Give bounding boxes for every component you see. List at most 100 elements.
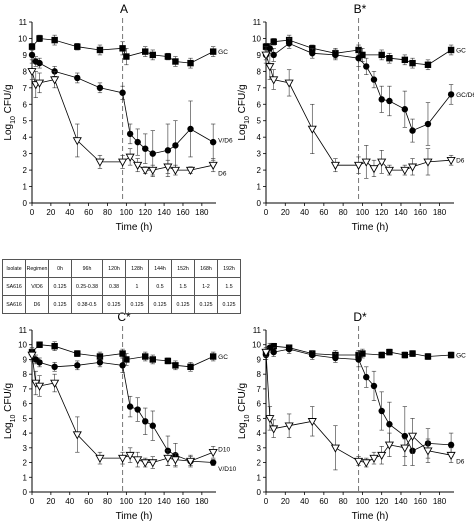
point-circle: [142, 145, 149, 152]
point-circle: [126, 130, 134, 138]
table-cell: 0.38: [102, 277, 126, 296]
point-square: [51, 343, 58, 350]
point-circle: [270, 348, 277, 356]
point-triangle: [353, 161, 364, 171]
y-tick-label: 4: [23, 429, 28, 438]
point-square: [164, 53, 172, 60]
point-circle: [209, 138, 217, 146]
y-axis-label: Log10 CFU/g: [237, 84, 251, 140]
y-tick-label: 6: [23, 400, 28, 409]
table-header-cell: 0h: [48, 259, 72, 278]
point-triangle: [353, 457, 364, 466]
y-tick-label: 8: [23, 370, 28, 379]
mic-table: Isolate Regimen 0h 96h 120h 128h 144h 15…: [2, 259, 241, 314]
y-tick-label: 10: [252, 341, 261, 350]
table-header-cell: 128h: [125, 259, 149, 278]
y-tick-label: 5: [257, 117, 262, 126]
point-triangle: [50, 379, 60, 388]
point-triangle: [95, 454, 105, 464]
y-tick-label: 6: [257, 400, 262, 409]
point-circle: [36, 359, 43, 366]
point-square: [447, 351, 455, 359]
point-triangle: [50, 76, 60, 85]
point-triangle: [118, 454, 128, 464]
y-tick-label: 9: [257, 355, 262, 364]
table-cell: 0.125: [148, 295, 172, 314]
point-circle: [119, 362, 126, 369]
panel-title: D*: [353, 310, 367, 324]
point-triangle: [133, 456, 143, 465]
y-tick-label: 4: [257, 133, 262, 142]
point-triangle: [369, 165, 379, 174]
y-tick-label: 8: [257, 370, 262, 379]
point-square: [36, 341, 43, 348]
table-cell: 0.125: [217, 295, 241, 314]
point-circle: [386, 97, 393, 105]
series-label: GC: [218, 49, 228, 56]
point-circle: [126, 403, 134, 410]
point-circle: [172, 142, 179, 149]
x-axis-label: Time (h): [352, 511, 389, 522]
series-label: GC: [456, 353, 466, 360]
point-triangle: [170, 456, 180, 465]
x-tick-label: 60: [319, 208, 328, 217]
x-tick-label: 160: [414, 497, 428, 506]
point-square: [209, 48, 217, 55]
point-square: [401, 56, 409, 64]
point-square: [149, 51, 156, 59]
x-tick-label: 120: [375, 208, 389, 217]
y-tick-label: 6: [257, 100, 262, 109]
point-triangle: [170, 166, 180, 176]
y-tick-label: 9: [23, 355, 28, 364]
x-tick-label: 120: [139, 497, 153, 506]
point-triangle: [265, 415, 275, 424]
point-circle: [332, 354, 339, 362]
series-label: GC: [456, 47, 466, 54]
point-circle: [401, 432, 409, 440]
y-tick-label: 10: [252, 34, 261, 43]
point-triangle: [269, 425, 279, 434]
series-label: GC: [218, 354, 228, 361]
point-circle: [134, 138, 141, 146]
x-axis-label: Time (h): [116, 511, 153, 522]
point-triangle: [407, 163, 418, 172]
x-tick-label: 60: [319, 497, 328, 506]
point-triangle: [34, 79, 45, 88]
x-tick-label: 160: [414, 208, 428, 217]
point-square: [36, 35, 43, 42]
point-triangle: [307, 418, 317, 427]
series-d10: D10: [27, 348, 230, 469]
point-triangle: [377, 158, 387, 167]
panel-title: A: [120, 2, 128, 16]
point-triangle: [384, 166, 394, 176]
point-square: [142, 48, 149, 55]
point-triangle: [261, 51, 271, 60]
point-circle: [332, 51, 339, 59]
x-tick-label: 20: [46, 208, 55, 217]
y-tick-label: 11: [253, 18, 262, 27]
y-tick-label: 0: [23, 199, 28, 208]
table-cell: SA616: [2, 277, 26, 296]
point-square: [142, 353, 149, 360]
table-cell: 1-2: [194, 277, 218, 296]
point-triangle: [330, 444, 340, 453]
y-tick-label: 7: [23, 84, 28, 93]
point-circle: [266, 45, 274, 52]
point-circle: [28, 51, 36, 59]
point-triangle: [384, 441, 394, 450]
table-header-cell: 168h: [194, 259, 218, 278]
point-square: [119, 45, 126, 52]
point-circle: [363, 63, 370, 70]
y-tick-label: 2: [23, 459, 28, 468]
x-tick-label: 80: [103, 497, 112, 506]
y-axis-label: Log10 CFU/g: [237, 383, 251, 439]
y-tick-label: 7: [257, 84, 262, 93]
point-square: [378, 51, 385, 59]
point-triangle: [148, 459, 158, 468]
point-triangle: [27, 351, 37, 360]
point-circle: [96, 84, 104, 92]
table-cell: 0.125: [48, 277, 72, 296]
point-circle: [134, 406, 141, 413]
series-gc: GC: [28, 34, 228, 69]
point-square: [172, 58, 179, 65]
